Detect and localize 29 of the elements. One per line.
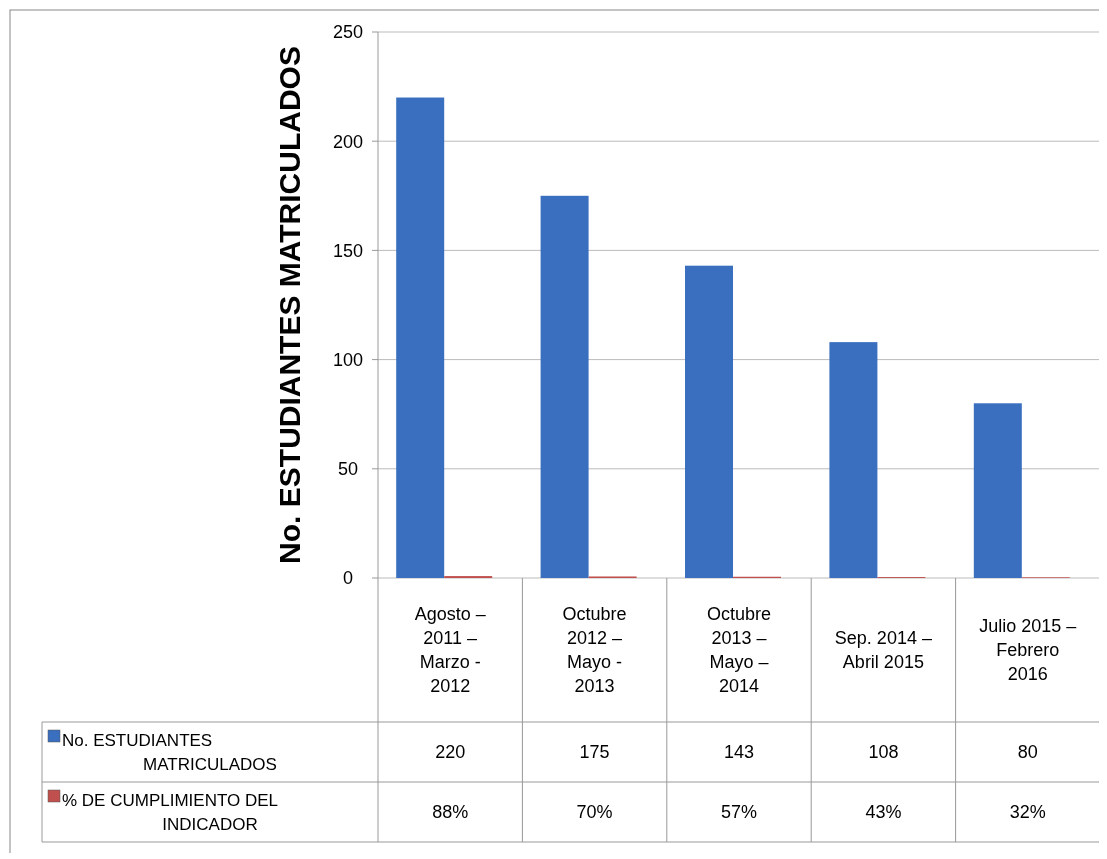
bar — [829, 342, 878, 578]
y-axis-title: No. ESTUDIANTES MATRICULADOS — [273, 46, 306, 564]
x-tick-label: Octubre 2013 – Mayo – 2014 — [706, 604, 772, 697]
bar — [540, 195, 589, 578]
bar — [685, 265, 733, 578]
y-tick-label: 50 — [337, 459, 359, 480]
data-label: 32% — [1009, 802, 1046, 823]
y-tick-label: 0 — [342, 568, 354, 589]
bar — [973, 403, 1022, 578]
legend-label: No. ESTUDIANTES MATRICULADOS — [62, 731, 277, 774]
y-tick-label: 100 — [332, 349, 364, 370]
data-label: 175 — [579, 742, 610, 763]
data-label: 70% — [576, 802, 613, 823]
data-label: 220 — [435, 742, 466, 763]
x-tick-label: Agosto – 2011 – Marzo - 2012 — [414, 604, 486, 697]
x-tick-label: Sep. 2014 – Abril 2015 — [834, 628, 932, 673]
data-label: 143 — [723, 742, 755, 763]
data-label: 108 — [868, 742, 899, 763]
data-label: 43% — [865, 802, 902, 823]
data-label: 88% — [432, 802, 469, 823]
x-tick-label: Octubre 2012 – Mayo - 2013 — [562, 604, 627, 697]
y-tick-label: 150 — [332, 240, 364, 261]
y-tick-label: 250 — [332, 22, 364, 43]
bar — [396, 97, 445, 578]
x-tick-label: Julio 2015 – Febrero 2016 — [979, 616, 1077, 685]
legend-label: % DE CUMPLIMIENTO DEL INDICADOR — [62, 791, 279, 834]
data-label: 80 — [1017, 742, 1038, 763]
y-tick-label: 200 — [332, 131, 364, 152]
data-label: 57% — [720, 802, 758, 823]
